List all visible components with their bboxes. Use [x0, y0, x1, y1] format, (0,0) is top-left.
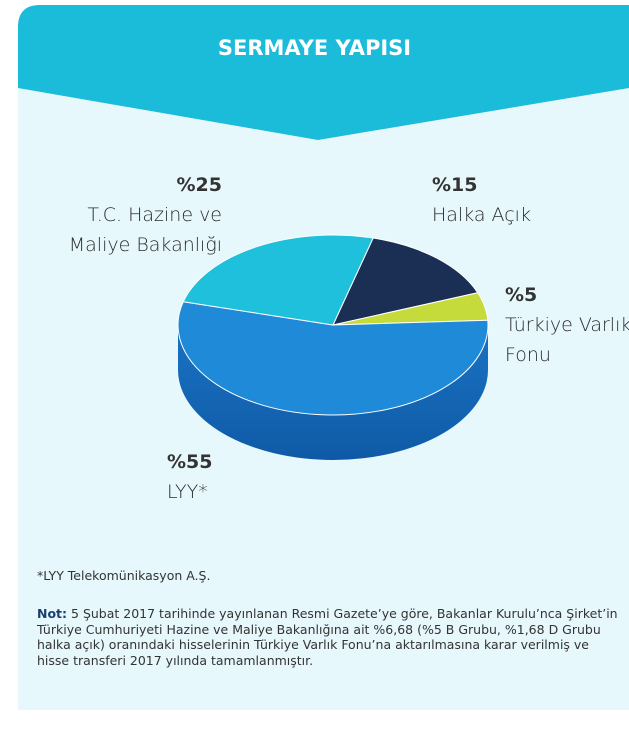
value-label: %15: [432, 174, 478, 196]
slice: [177, 301, 489, 416]
footnote: *LYY Telekomünikasyon A.Ş.: [37, 568, 211, 583]
slice-side: [178, 325, 488, 460]
slice: [182, 234, 374, 326]
value-label: %5: [505, 284, 538, 306]
value-label: %25: [176, 174, 222, 196]
note-text: 5 Şubat 2017 tarihinde yayınlanan Resmi …: [37, 606, 618, 668]
chart-title: SERMAYE YAPISI: [217, 36, 412, 60]
header-banner: [18, 5, 629, 140]
category-label: T.C. Hazine ve Maliye Bakanlığı: [68, 204, 222, 256]
value-label: %55: [167, 451, 213, 473]
category-label: Halka Açık: [432, 204, 531, 226]
slice: [332, 237, 479, 326]
category-label: LYY*: [167, 481, 208, 503]
category-label: Türkiye Varlık Fonu: [505, 314, 629, 366]
note: Not: 5 Şubat 2017 tarihinde yayınlanan R…: [37, 606, 622, 668]
note-label: Not:: [37, 606, 68, 621]
